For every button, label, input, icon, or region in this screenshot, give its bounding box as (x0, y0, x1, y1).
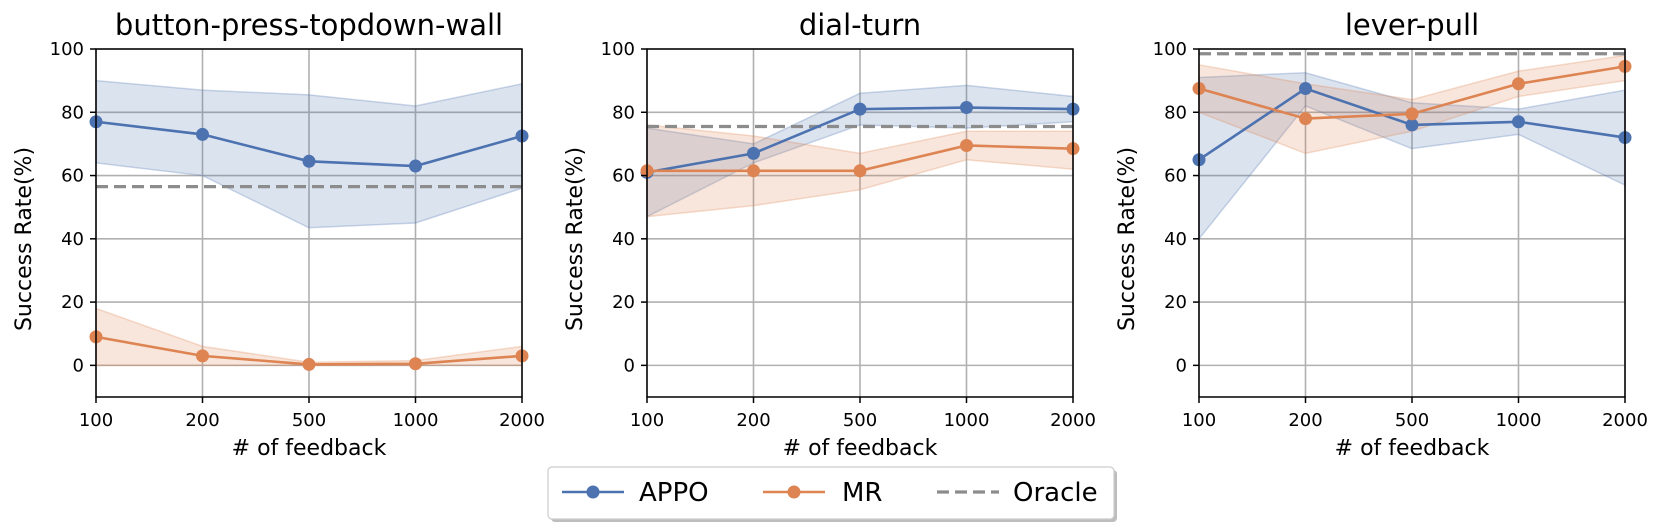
point-mr-200 (747, 164, 760, 178)
y-axis-label: Success Rate(%) (1115, 147, 1140, 331)
x-tick-label: 1000 (944, 410, 990, 431)
x-tick-label: 2000 (1602, 410, 1648, 431)
point-appo-200 (747, 146, 760, 160)
legend: APPO MR Oracle (547, 466, 1117, 522)
point-mr-200 (196, 349, 209, 363)
y-tick-label: 100 (601, 39, 635, 60)
y-tick-label: 40 (61, 229, 84, 250)
legend-mr-marker (787, 485, 801, 499)
point-appo-200 (196, 127, 209, 141)
point-mr-500 (302, 357, 316, 371)
point-mr-1000 (960, 138, 973, 152)
x-tick-label: 500 (1395, 410, 1429, 431)
x-tick-label: 1000 (1496, 410, 1542, 431)
point-appo-1000 (960, 101, 973, 115)
point-appo-500 (853, 102, 867, 116)
y-tick-label: 0 (1176, 355, 1187, 376)
x-tick-label: 200 (185, 410, 219, 431)
x-tick-label: 100 (1182, 410, 1216, 431)
point-mr-200 (1299, 112, 1312, 126)
panel-title: dial-turn (799, 8, 921, 42)
point-mr-1000 (409, 357, 422, 371)
x-tick-label: 1000 (393, 410, 439, 431)
x-tick-label: 2000 (1050, 410, 1096, 431)
x-axis-label: # of feedback (232, 436, 387, 461)
y-tick-label: 60 (612, 166, 635, 187)
x-axis-label: # of feedback (1335, 436, 1490, 461)
y-tick-label: 60 (61, 166, 84, 187)
point-mr-500 (853, 164, 867, 178)
y-tick-label: 60 (1164, 166, 1187, 187)
y-axis-label: Success Rate(%) (563, 147, 588, 331)
point-appo-500 (1405, 118, 1419, 132)
point-appo-200 (1299, 82, 1312, 96)
point-appo-1000 (1512, 115, 1525, 129)
legend-oracle-label: Oracle (1013, 478, 1098, 508)
x-tick-label: 200 (736, 410, 770, 431)
y-tick-label: 80 (612, 102, 635, 123)
legend-appo-marker (586, 485, 600, 499)
y-tick-label: 80 (61, 102, 84, 123)
x-tick-label: 100 (79, 410, 113, 431)
y-tick-label: 20 (61, 292, 84, 313)
x-axis-label: # of feedback (783, 436, 938, 461)
y-tick-label: 40 (612, 229, 635, 250)
y-tick-label: 0 (624, 355, 635, 376)
point-appo-1000 (409, 159, 422, 173)
x-tick-label: 200 (1288, 410, 1322, 431)
point-mr-1000 (1512, 77, 1525, 91)
point-mr-500 (1405, 107, 1419, 121)
legend-box (547, 466, 1115, 520)
y-tick-label: 20 (612, 292, 635, 313)
x-tick-label: 2000 (499, 410, 545, 431)
panel-lever-pull: 0 20 40 60 80 100 100 200 500 1000 2000 lever-pull #… (1115, 8, 1648, 461)
y-tick-label: 100 (1153, 39, 1187, 60)
panel-title: lever-pull (1345, 8, 1479, 42)
y-tick-label: 80 (1164, 102, 1187, 123)
y-axis-label: Success Rate(%) (12, 147, 37, 331)
x-tick-label: 500 (292, 410, 326, 431)
panel-title: button-press-topdown-wall (115, 8, 503, 42)
legend-appo-label: APPO (639, 478, 709, 508)
point-appo-500 (302, 154, 316, 168)
legend-mr-label: MR (842, 478, 883, 508)
y-tick-label: 100 (50, 39, 84, 60)
y-tick-label: 20 (1164, 292, 1187, 313)
panel-dial-turn: 0 20 40 60 80 100 100 200 500 1000 2000 dial-turn # … (563, 8, 1096, 461)
y-tick-label: 0 (73, 355, 84, 376)
x-tick-label: 500 (843, 410, 877, 431)
panel-button-press-topdown-wall: 0 20 40 60 80 100 100 200 500 1000 2000 button-pres… (12, 8, 545, 461)
y-tick-label: 40 (1164, 229, 1187, 250)
x-tick-label: 100 (630, 410, 664, 431)
